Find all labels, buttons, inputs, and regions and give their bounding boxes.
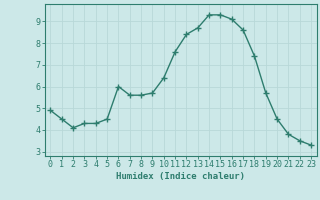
X-axis label: Humidex (Indice chaleur): Humidex (Indice chaleur): [116, 172, 245, 181]
